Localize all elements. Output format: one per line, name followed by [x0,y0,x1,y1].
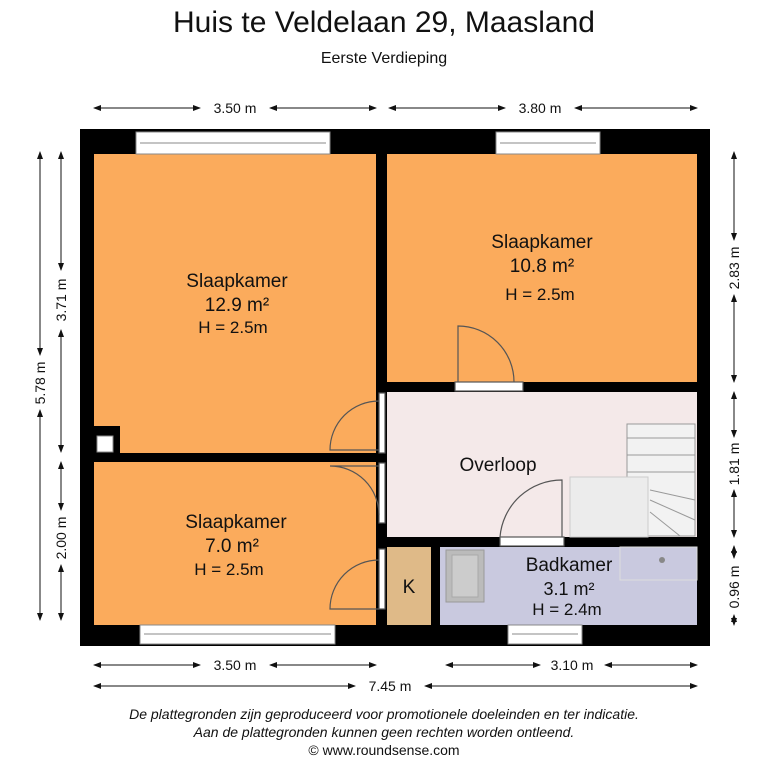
washbasin [619,546,698,581]
room-label: Slaapkamer [185,512,287,533]
dimension-label: 7.45 m [369,678,412,694]
room-label: Slaapkamer [491,232,593,253]
dimension-label: 3.50 m [214,100,257,116]
room-closet [387,547,431,625]
room-area: 10.8 m² [510,256,574,277]
dimension-label: 1.81 m [726,443,742,486]
shower-drain [451,554,479,598]
room-area: 7.0 m² [205,536,259,557]
room-height: H = 2.5m [194,560,263,579]
disclaimer: De plattegronden zijn geproduceerd voor … [0,705,768,759]
dimension-label: 5.78 m [32,362,48,405]
tap-icon [659,557,665,563]
room-height: H = 2.4m [532,600,601,619]
plan-title: Huis te Veldelaan 29, Maasland [173,6,595,39]
dimension-label: 2.00 m [53,517,69,560]
disclaimer-line: De plattegronden zijn geproduceerd voor … [129,706,639,722]
doors [329,325,565,610]
room-label: K [403,577,416,598]
room-label: Slaapkamer [186,271,288,292]
room-bedroom-2 [387,154,697,382]
dimension-label: 3.10 m [551,657,594,673]
copyright: © www.roundsense.com [308,742,460,758]
staircase [569,423,696,538]
room-area: 3.1 m² [543,579,594,599]
chimney-shaft [96,435,114,453]
room-label: Overloop [459,455,536,476]
room-height: H = 2.5m [198,318,267,337]
dimension-label: 2.83 m [726,247,742,290]
room-bedroom-3 [94,462,376,625]
room-bedroom-1 [94,154,376,453]
floor-name: Eerste Verdieping [320,50,448,67]
dimension-label: 3.71 m [53,279,69,322]
room-area: 12.9 m² [205,295,269,316]
dimension-label: 3.50 m [214,657,257,673]
dimension-label: 0.96 m [726,566,742,609]
room-label: Badkamer [526,555,613,576]
dimension-label: 3.80 m [519,100,562,116]
dimension-lines [37,105,737,689]
room-height: H = 2.5m [505,285,574,304]
disclaimer-line: Aan de plattegronden kunnen geen rechten… [193,724,575,740]
